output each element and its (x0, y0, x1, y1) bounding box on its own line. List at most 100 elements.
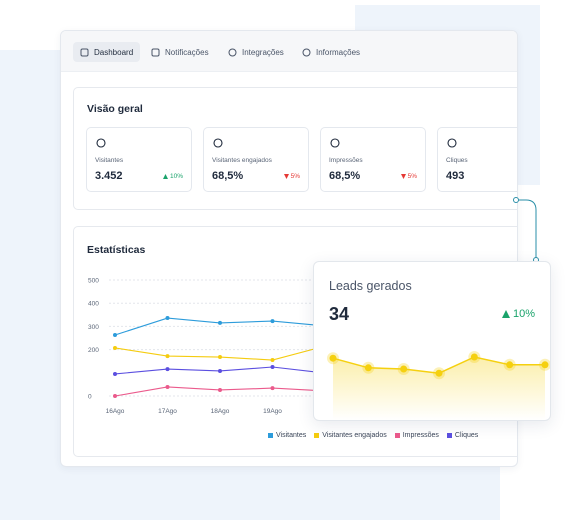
y-tick-label: 300 (88, 324, 99, 331)
stat-box: Visitantes 3.452 10% (86, 127, 192, 192)
point (435, 369, 443, 377)
arrow-shape (501, 310, 510, 318)
stat-value: 68,5% (329, 170, 361, 182)
point (218, 355, 222, 360)
trend-arrow (501, 310, 510, 318)
icon-shape (447, 138, 457, 148)
tab[interactable]: Dashboard (73, 42, 141, 62)
stat-icon (330, 138, 340, 148)
leads-title: Leads gerados (329, 279, 412, 293)
delta-text: 10% (169, 173, 183, 180)
legend-label: Visitantes engajados (322, 432, 387, 439)
point (165, 316, 170, 321)
icon-shape (330, 138, 340, 148)
tab[interactable]: Notificações (144, 42, 216, 62)
tab-label: Informações (316, 47, 361, 57)
x-tick-label: 18Ago (211, 408, 230, 415)
stat-delta: 5% (400, 173, 417, 180)
point (165, 367, 170, 372)
point (218, 387, 222, 392)
delta-text: 5% (407, 173, 417, 180)
icon-shape (213, 138, 223, 148)
legend-swatch (394, 433, 400, 438)
point (541, 361, 549, 369)
tab-bar: Dashboard Notificações Integrações Infor… (61, 31, 517, 72)
point (364, 364, 372, 372)
card-title: Visão geral (87, 103, 143, 115)
tab-label: Integrações (242, 47, 284, 57)
point (218, 320, 222, 325)
point (113, 332, 117, 337)
legend-item: Cliques (446, 432, 479, 439)
point (113, 371, 117, 376)
x-tick-label: 19Ago (263, 408, 282, 415)
x-tick-label: 17Ago (158, 408, 177, 415)
stat-delta: 10% (162, 173, 183, 180)
sparkline (327, 351, 550, 420)
leads-delta: 10% (501, 308, 535, 320)
tab-label: Notificações (165, 47, 209, 57)
stat-label: Cliques (446, 157, 468, 164)
stat-icon (447, 138, 457, 148)
arrow-shape (283, 174, 289, 179)
trend-arrow (400, 174, 406, 179)
point (470, 353, 478, 361)
stat-box: Impressões 68,5% 5% (320, 127, 426, 192)
stat-icon (213, 138, 223, 148)
tab-label: Dashboard (94, 47, 134, 57)
point (270, 386, 275, 391)
legend-label: Visitantes (276, 432, 307, 439)
legend: Visitantes Visitantes engajados Impressões… (268, 432, 478, 439)
stat-icon (96, 138, 106, 148)
legend-item: Visitantes engajados (314, 432, 387, 439)
delta-text: 10% (512, 308, 535, 320)
y-tick-label: 200 (88, 347, 99, 354)
point (165, 354, 170, 359)
point (270, 319, 275, 324)
point (270, 365, 275, 369)
legend-swatch (268, 433, 273, 438)
legend-swatch (314, 433, 320, 438)
point (113, 394, 117, 398)
point (218, 368, 222, 373)
tab[interactable]: Integrações (221, 42, 291, 62)
stat-box: Visitantes engajados 68,5% 5% (203, 127, 309, 192)
delta-text: 5% (290, 173, 300, 180)
stat-value: 68,5% (212, 170, 244, 182)
point (270, 358, 275, 363)
x-tick-label: 16Ago (106, 408, 125, 415)
stat-value: 493 (446, 170, 465, 182)
legend-label: Impressões (402, 432, 439, 439)
y-tick-label: 500 (88, 278, 99, 285)
y-tick-label: 0 (88, 394, 92, 401)
arrow-shape (400, 174, 406, 179)
stat-label: Impressões (329, 157, 363, 164)
stat-value: 3.452 (95, 170, 123, 182)
sparkline-area (333, 357, 545, 420)
card-title: Estatísticas (87, 244, 146, 256)
stat-box: Cliques 493 (437, 127, 517, 192)
point (506, 361, 514, 369)
stat-label: Visitantes (95, 157, 124, 164)
leads-value: 34 (329, 304, 350, 324)
connector (513, 197, 539, 263)
legend-swatch (446, 433, 452, 438)
trend-arrow (162, 174, 168, 179)
trend-arrow (283, 174, 289, 179)
legend-item: Impressões (394, 432, 439, 439)
point (400, 365, 408, 373)
point (113, 345, 117, 350)
stat-label: Visitantes engajados (212, 157, 272, 164)
stat-delta: 5% (283, 173, 300, 180)
overview-card: Visão geral Visitantes 3.452 10% Visitantes… (73, 87, 517, 210)
point (329, 354, 337, 362)
point (165, 384, 170, 389)
y-tick-label: 400 (88, 301, 99, 308)
icon-shape (96, 138, 106, 148)
tab[interactable]: Informações (295, 42, 367, 62)
legend-label: Cliques (454, 432, 479, 439)
leads-card: Leads gerados 34 10% (313, 261, 551, 421)
arrow-shape (162, 174, 168, 179)
legend-item: Visitantes (268, 432, 306, 439)
